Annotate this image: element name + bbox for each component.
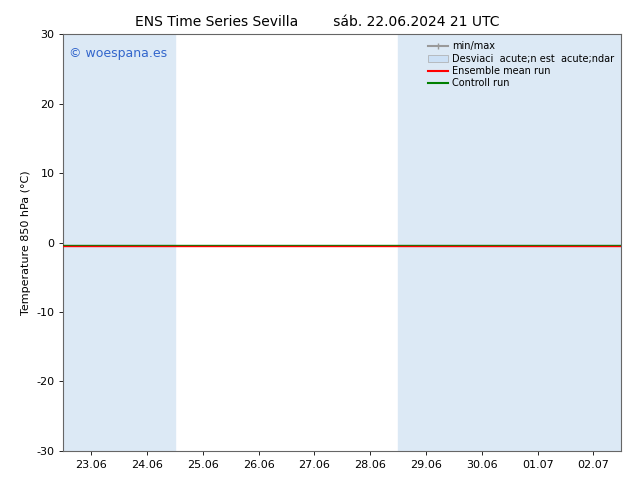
Text: © woespana.es: © woespana.es (69, 47, 167, 60)
Bar (398, 34, 510, 451)
Bar (63, 34, 175, 451)
Bar (510, 34, 621, 451)
Legend: min/max, Desviaci  acute;n est  acute;ndar, Ensemble mean run, Controll run: min/max, Desviaci acute;n est acute;ndar… (426, 39, 616, 90)
Text: ENS Time Series Sevilla        sáb. 22.06.2024 21 UTC: ENS Time Series Sevilla sáb. 22.06.2024 … (135, 15, 499, 29)
Y-axis label: Temperature 850 hPa (°C): Temperature 850 hPa (°C) (21, 170, 30, 315)
